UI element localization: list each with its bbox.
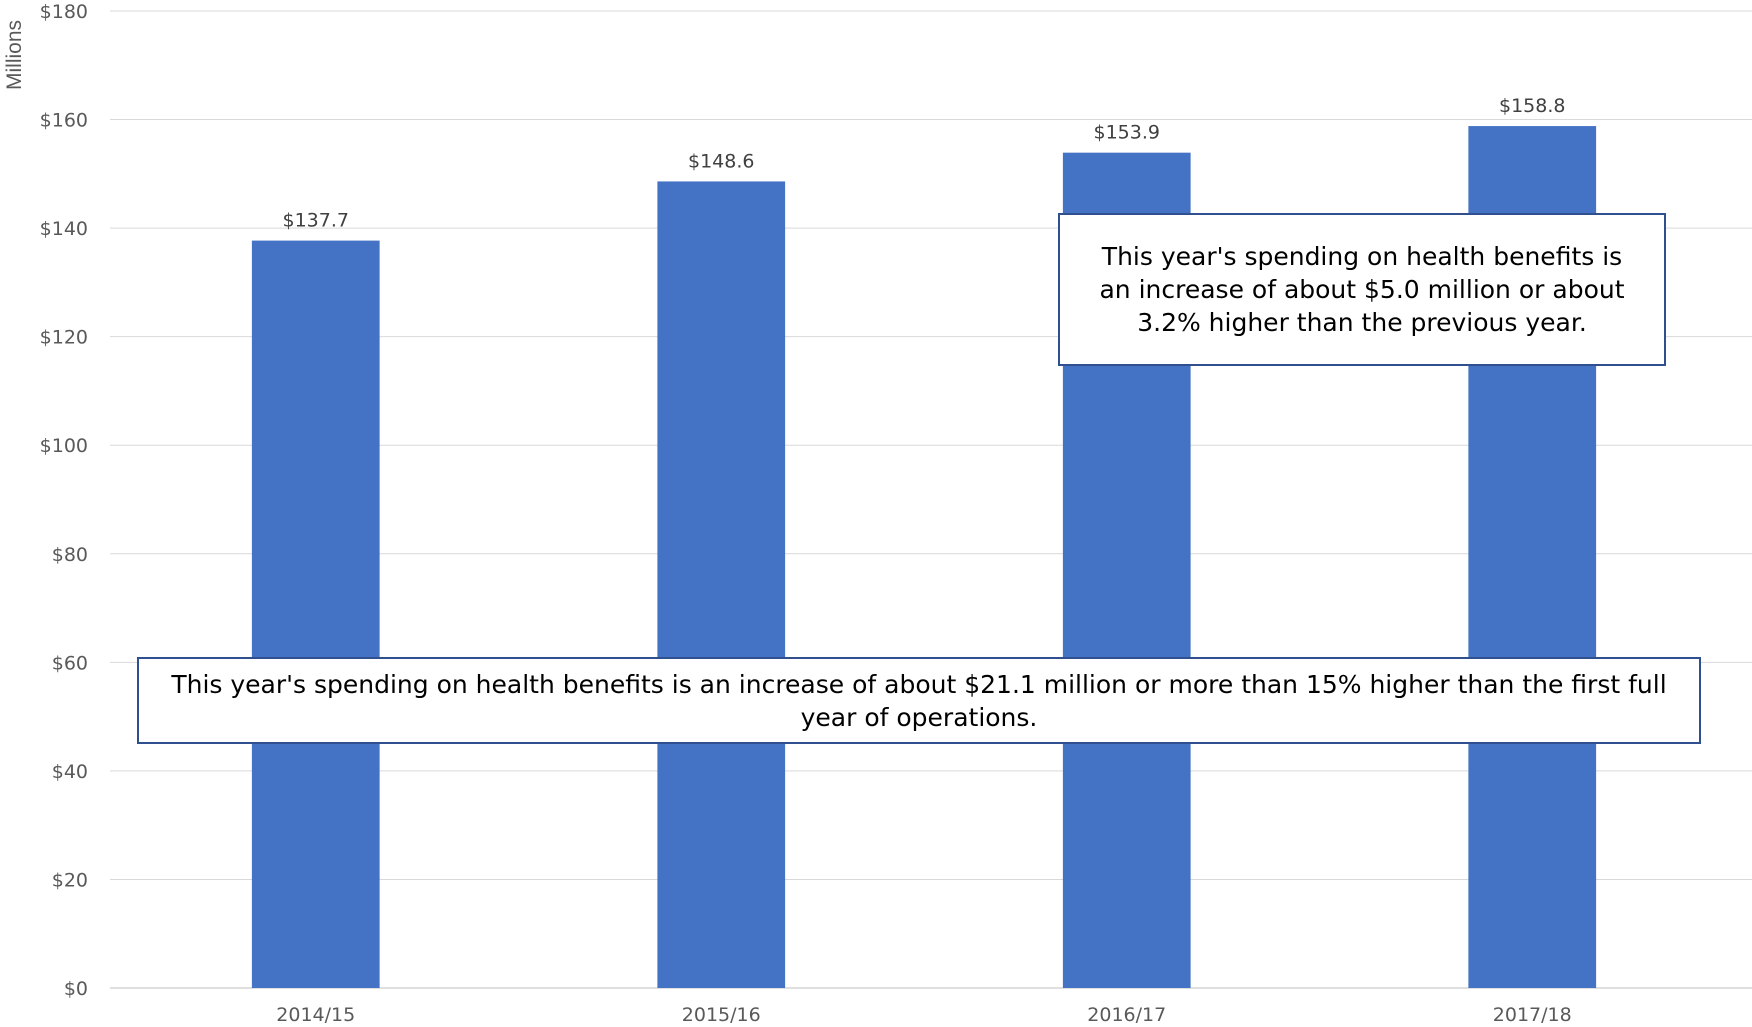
- data-label-2016/17: $153.9: [1094, 122, 1160, 144]
- annotation-text-top: This year's spending on health benefits …: [1099, 242, 1625, 337]
- y-tick-label-140: $140: [40, 218, 88, 240]
- x-tick-label-2015/16: 2015/16: [682, 1004, 761, 1026]
- y-tick-label-100: $100: [40, 435, 88, 457]
- x-tick-label-2017/18: 2017/18: [1493, 1004, 1572, 1026]
- x-tick-label-2014/15: 2014/15: [276, 1004, 355, 1026]
- data-label-2014/15: $137.7: [283, 210, 349, 232]
- x-tick-label-2016/17: 2016/17: [1087, 1004, 1166, 1026]
- data-label-2015/16: $148.6: [688, 150, 754, 172]
- y-tick-label-40: $40: [52, 761, 88, 783]
- y-axis-ticks: $0 $20 $40 $60 $80 $100 $120 $140 $160 $180: [40, 1, 88, 1000]
- bar-2014/15: [251, 240, 380, 989]
- y-tick-label-80: $80: [52, 544, 88, 566]
- bars: [251, 126, 1597, 989]
- annotation-callout-bottom: This year's spending on health benefits …: [137, 657, 1701, 744]
- data-labels: $137.7 $148.6 $153.9 $158.8: [283, 95, 1566, 232]
- x-axis-labels: 2014/15 2015/16 2016/17 2017/18: [276, 1004, 1571, 1026]
- annotation-callout-top: This year's spending on health benefits …: [1058, 213, 1666, 366]
- annotation-text-bottom: This year's spending on health benefits …: [171, 669, 1667, 732]
- data-label-2017/18: $158.8: [1499, 95, 1565, 117]
- y-axis-title: Millions: [3, 20, 26, 90]
- y-tick-label-120: $120: [40, 327, 88, 349]
- bar-2015/16: [657, 181, 786, 988]
- y-tick-label-60: $60: [52, 652, 88, 674]
- y-tick-label-180: $180: [40, 1, 88, 23]
- y-tick-label-20: $20: [52, 869, 88, 891]
- y-tick-label-0: $0: [64, 978, 88, 1000]
- y-tick-label-160: $160: [40, 110, 88, 132]
